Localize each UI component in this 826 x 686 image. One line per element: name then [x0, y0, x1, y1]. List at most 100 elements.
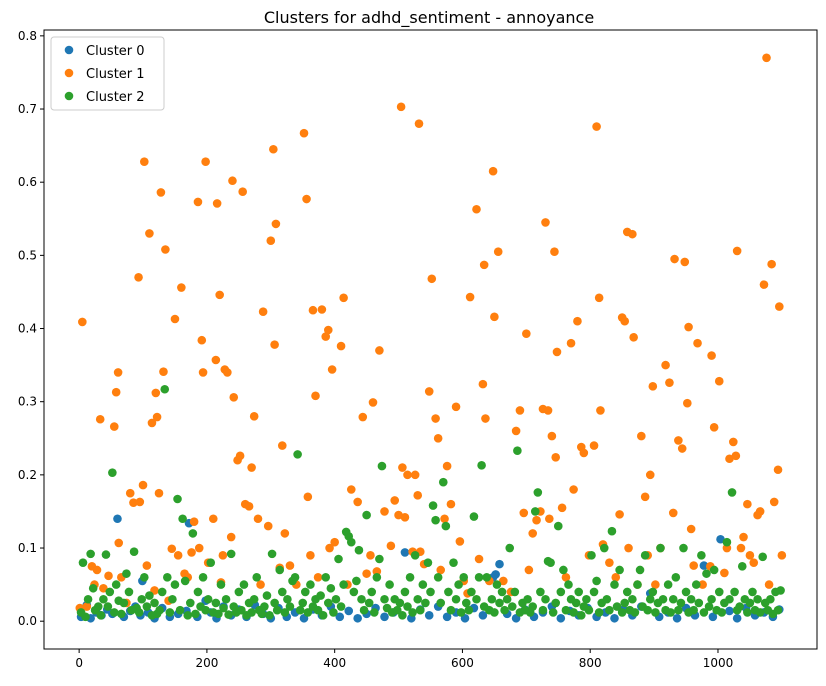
data-point — [524, 565, 534, 575]
data-point — [189, 517, 199, 526]
data-point — [104, 571, 113, 581]
data-point — [451, 402, 461, 412]
data-point — [353, 613, 362, 623]
legend-marker — [64, 45, 74, 55]
y-tick-label: 0.4 — [18, 322, 37, 336]
data-point — [270, 598, 279, 608]
data-point — [694, 598, 704, 608]
data-point — [300, 587, 310, 597]
data-point — [249, 412, 259, 421]
data-point — [702, 569, 711, 578]
data-point — [762, 53, 771, 63]
data-point — [380, 612, 389, 622]
data-point — [571, 598, 581, 608]
data-point — [82, 602, 92, 611]
chart-title: Clusters for adhd_sentiment - annoyance — [264, 8, 594, 28]
data-point — [170, 580, 180, 589]
data-point — [95, 414, 105, 424]
data-point — [424, 611, 434, 620]
data-point — [194, 543, 204, 553]
data-point — [318, 611, 328, 620]
data-point — [569, 608, 578, 617]
data-point — [99, 594, 108, 604]
data-point — [491, 570, 500, 579]
data-point — [122, 569, 131, 578]
data-point — [735, 602, 744, 611]
data-point — [329, 608, 338, 617]
data-point — [454, 580, 463, 589]
data-point — [88, 583, 98, 593]
data-point — [773, 465, 783, 475]
data-point — [285, 602, 295, 611]
plot-area — [75, 53, 787, 623]
plot-frame — [43, 29, 818, 650]
data-point — [699, 561, 709, 570]
data-point — [683, 398, 692, 408]
data-point — [424, 387, 434, 396]
data-point — [156, 188, 166, 197]
data-point — [175, 605, 185, 615]
data-point — [290, 573, 300, 582]
legend-box — [50, 36, 165, 111]
data-point — [140, 573, 149, 582]
data-point — [693, 338, 702, 348]
data-point — [211, 598, 221, 608]
data-point — [405, 573, 415, 582]
data-point — [573, 316, 582, 326]
data-point — [622, 587, 632, 597]
data-point — [229, 393, 239, 402]
data-point — [651, 608, 660, 617]
data-point — [211, 355, 221, 365]
data-point — [414, 119, 424, 128]
data-point — [610, 613, 619, 623]
data-point — [528, 529, 538, 538]
data-point — [533, 488, 543, 497]
data-point — [725, 606, 734, 616]
data-point — [707, 594, 716, 604]
data-point — [119, 598, 129, 608]
data-point — [306, 580, 315, 589]
data-point — [691, 580, 701, 589]
data-point — [438, 477, 448, 487]
data-point — [280, 529, 290, 538]
data-point — [247, 608, 256, 617]
data-point — [311, 391, 320, 401]
data-point — [441, 521, 451, 531]
data-point — [666, 608, 675, 617]
data-point — [776, 586, 785, 595]
data-point — [433, 573, 443, 582]
data-point — [676, 598, 686, 608]
data-point — [244, 502, 254, 511]
data-point — [168, 594, 177, 604]
data-point — [86, 549, 95, 559]
data-point — [708, 612, 718, 622]
data-point — [285, 561, 295, 570]
x-tick-label: 600 — [451, 656, 474, 670]
data-point — [551, 598, 561, 608]
data-point — [160, 384, 170, 394]
data-point — [256, 580, 265, 589]
data-point — [377, 461, 387, 471]
data-point — [502, 594, 512, 604]
data-point — [679, 543, 688, 553]
data-point — [681, 587, 691, 597]
data-point — [152, 412, 162, 422]
data-point — [589, 587, 599, 597]
data-point — [541, 218, 550, 227]
data-point — [459, 573, 469, 582]
data-point — [380, 594, 389, 604]
data-point — [640, 551, 650, 560]
data-point — [346, 485, 356, 494]
data-point — [431, 515, 440, 525]
y-tick-label: 0.2 — [18, 468, 37, 482]
data-point — [472, 594, 481, 604]
data-point — [206, 558, 216, 567]
data-point — [218, 551, 228, 560]
data-point — [150, 598, 159, 608]
data-point — [354, 545, 364, 555]
data-point — [269, 144, 278, 154]
data-point — [298, 598, 308, 608]
data-point — [605, 605, 614, 615]
data-point — [709, 565, 719, 575]
y-tick-label: 0.3 — [18, 395, 37, 409]
